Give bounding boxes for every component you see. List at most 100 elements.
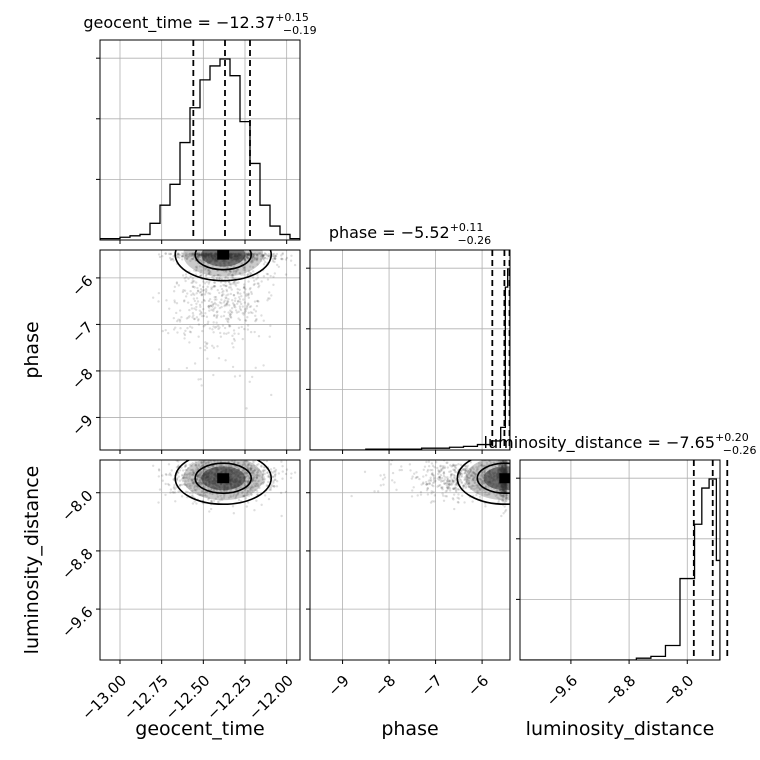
scatter-point <box>243 258 247 262</box>
scatter-point <box>284 258 288 261</box>
scatter-point <box>172 478 175 481</box>
scatter-point <box>247 253 250 257</box>
scatter-point <box>504 460 507 463</box>
scatter-point <box>189 331 193 334</box>
scatter-point <box>478 495 482 498</box>
scatter-point <box>196 286 199 290</box>
scatter-point <box>251 258 254 261</box>
scatter-point <box>261 469 265 472</box>
scatter-point <box>481 482 484 485</box>
scatter-point <box>229 270 232 273</box>
scatter-point <box>218 291 221 295</box>
scatter-point <box>250 261 253 265</box>
scatter-point <box>448 483 451 486</box>
scatter-point <box>471 484 474 488</box>
scatter-point <box>255 254 259 257</box>
scatter-point <box>249 286 252 290</box>
scatter-point <box>443 482 446 485</box>
scatter-point <box>195 502 198 505</box>
scatter-point <box>480 477 483 481</box>
scatter-point <box>440 468 443 472</box>
scatter-point <box>212 314 216 318</box>
scatter-point <box>428 481 431 485</box>
scatter-point <box>504 500 507 503</box>
scatter-point <box>483 493 487 496</box>
scatter-point <box>459 472 462 476</box>
scatter-point <box>450 478 454 481</box>
scatter-point <box>246 480 250 483</box>
scatter-point <box>451 479 454 483</box>
scatter-point <box>433 481 436 484</box>
scatter-point <box>505 464 508 467</box>
scatter-point <box>243 488 247 492</box>
scatter-point <box>427 482 430 486</box>
scatter-point <box>274 254 277 257</box>
scatter-point <box>246 501 250 504</box>
scatter-point <box>469 474 473 478</box>
scatter-point <box>263 494 267 497</box>
scatter-point <box>446 479 449 483</box>
scatter-point <box>481 464 484 467</box>
scatter-point <box>410 477 414 480</box>
scatter-point <box>229 456 231 458</box>
scatter-point <box>236 491 240 494</box>
scatter-point <box>495 493 499 496</box>
scatter-point <box>474 473 477 476</box>
scatter-point <box>200 481 203 484</box>
scatter-point <box>483 471 487 474</box>
scatter-point <box>178 320 182 323</box>
scatter-point <box>244 309 247 313</box>
scatter-point <box>251 255 254 259</box>
contour-inner <box>476 462 510 495</box>
scatter-point <box>213 306 217 309</box>
scatter-point <box>192 297 196 300</box>
scatter-point <box>191 281 194 284</box>
scatter-point <box>249 467 252 470</box>
scatter-point <box>208 327 212 330</box>
scatter-point <box>184 252 187 255</box>
scatter-point <box>251 276 255 279</box>
scatter-point <box>245 255 249 259</box>
scatter-point <box>197 255 200 258</box>
scatter-point <box>467 471 471 475</box>
scatter-point <box>266 471 269 475</box>
panel-frame <box>99 459 301 661</box>
scatter-point <box>373 490 376 493</box>
scatter-point <box>195 281 198 284</box>
scatter-point <box>248 252 251 255</box>
scatter-point <box>196 253 200 257</box>
scatter-point <box>252 253 255 257</box>
scatter-point <box>185 476 189 479</box>
x-tick-label: −7 <box>417 672 445 700</box>
scatter-point <box>251 486 254 489</box>
scatter-point <box>432 490 435 494</box>
scatter-point <box>454 482 458 486</box>
scatter-point <box>488 492 491 496</box>
scatter-point <box>444 476 447 479</box>
scatter-point <box>196 255 199 259</box>
scatter-point <box>180 495 184 498</box>
scatter-point <box>225 270 228 273</box>
scatter-point <box>504 495 508 498</box>
scatter-point <box>447 487 450 491</box>
scatter-point <box>213 301 217 305</box>
scatter-point <box>202 468 206 471</box>
scatter-point <box>437 472 440 476</box>
scatter-point <box>504 463 507 467</box>
scatter-point <box>256 484 259 488</box>
scatter-point <box>188 475 191 479</box>
scatter-point <box>439 480 443 483</box>
scatter-point <box>185 257 189 261</box>
scatter-point <box>220 298 223 301</box>
scatter-point <box>232 493 236 496</box>
scatter-point <box>235 488 239 491</box>
scatter-point <box>226 302 229 306</box>
scatter-point <box>471 477 475 481</box>
scatter-point <box>203 348 207 352</box>
scatter-point <box>205 461 208 465</box>
scatter-point <box>505 457 507 459</box>
scatter-point <box>182 483 186 486</box>
scatter-point <box>212 499 216 502</box>
contour-outer <box>174 250 272 282</box>
scatter-point <box>469 470 472 473</box>
